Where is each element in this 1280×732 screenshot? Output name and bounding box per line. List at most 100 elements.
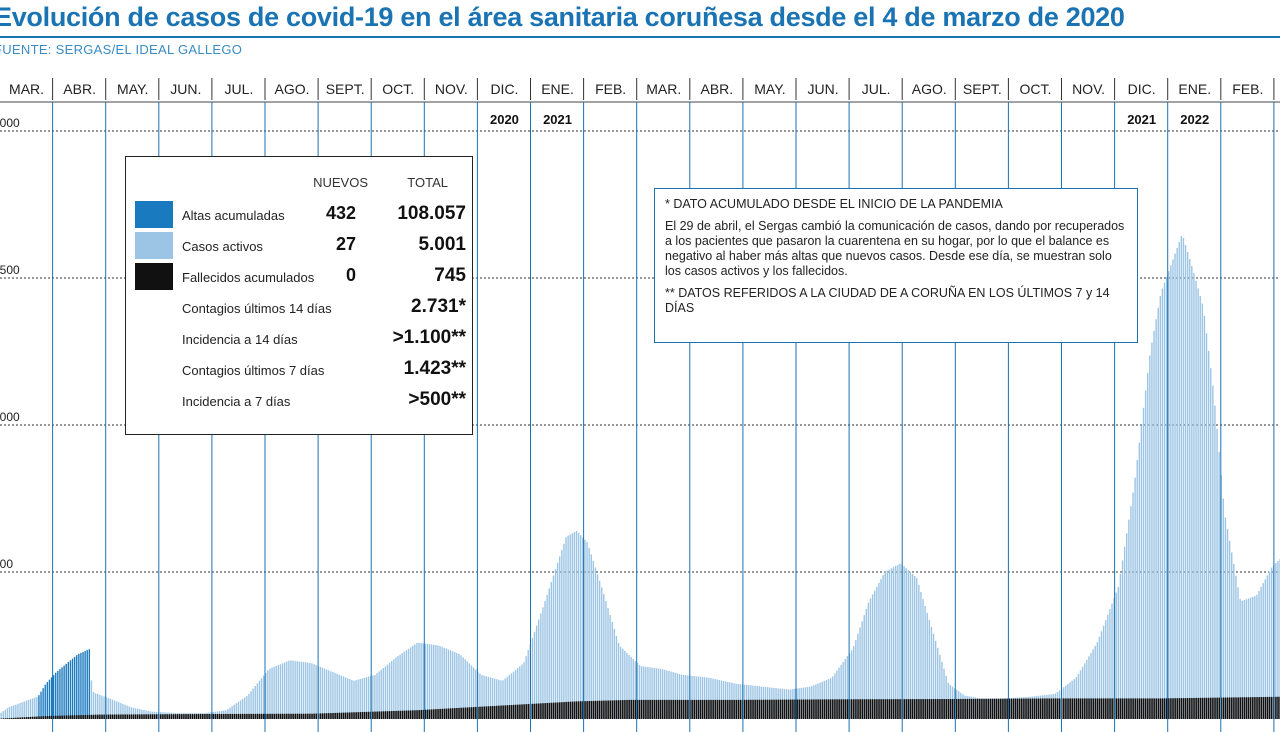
bar-activos xyxy=(1163,282,1166,719)
bar-fallecidos xyxy=(31,716,34,719)
bar-activos xyxy=(514,669,517,719)
bar-activos xyxy=(397,656,399,719)
bar-fallecidos xyxy=(943,699,945,719)
bar-activos xyxy=(638,665,641,719)
bar-fallecidos xyxy=(1268,696,1271,719)
bar-fallecidos xyxy=(832,699,834,719)
bar-activos xyxy=(941,661,943,719)
bar-fallecidos xyxy=(979,698,981,719)
bar-fallecidos xyxy=(462,707,465,719)
bar-fallecidos xyxy=(1186,698,1189,719)
bar-fallecidos xyxy=(563,702,565,719)
bar-activos xyxy=(668,670,670,719)
bar-activos xyxy=(437,645,439,719)
year-label: 2021 xyxy=(1127,112,1156,127)
bar-activos xyxy=(374,674,376,719)
bar-fallecidos xyxy=(638,699,641,719)
bar-fallecidos xyxy=(475,706,477,719)
bar-fallecidos xyxy=(286,713,288,719)
bar-fallecidos xyxy=(94,714,97,719)
bar-fallecidos xyxy=(40,716,42,719)
bar-fallecidos xyxy=(848,699,851,719)
bar-activos xyxy=(1161,288,1164,719)
bar-fallecidos xyxy=(235,713,238,719)
bar-activos xyxy=(273,666,275,719)
bar-fallecidos xyxy=(1092,698,1095,719)
bar-fallecidos xyxy=(960,698,962,719)
legend-header-new: NUEVOS xyxy=(313,175,368,190)
bar-activos xyxy=(454,652,456,719)
bar-fallecidos xyxy=(1176,698,1179,719)
bar-activos xyxy=(445,648,448,719)
bar-fallecidos xyxy=(504,705,507,719)
bar-fallecidos xyxy=(227,713,229,719)
legend-total-value: 1.423** xyxy=(403,358,466,379)
bar-fallecidos xyxy=(842,699,845,719)
bar-fallecidos xyxy=(443,708,446,719)
bar-activos xyxy=(1266,575,1269,719)
bar-fallecidos xyxy=(46,716,49,719)
bar-fallecidos xyxy=(573,701,576,719)
bar-fallecidos xyxy=(913,699,916,719)
bar-fallecidos xyxy=(806,699,809,719)
notes-box: * DATO ACUMULADO DESDE EL INICIO DE LA P… xyxy=(654,188,1138,343)
bar-fallecidos xyxy=(949,698,952,719)
bar-fallecidos xyxy=(48,715,51,719)
bar-activos xyxy=(2,711,4,719)
bar-fallecidos xyxy=(1222,697,1225,719)
bar-activos xyxy=(1111,603,1113,719)
bar-activos xyxy=(878,582,880,719)
bar-activos xyxy=(1262,583,1264,719)
bar-fallecidos xyxy=(556,702,559,719)
bar-fallecidos xyxy=(113,714,116,719)
bar-activos xyxy=(611,621,613,719)
month-label: ABR. xyxy=(63,81,96,97)
bar-activos xyxy=(876,586,878,719)
bar-activos xyxy=(1119,573,1122,719)
bar-fallecidos xyxy=(10,717,13,719)
bar-activos xyxy=(430,644,433,719)
bar-activos xyxy=(504,678,506,719)
bar-fallecidos xyxy=(136,714,139,719)
legend-total-value: 745 xyxy=(434,265,466,286)
bar-activos xyxy=(540,613,542,719)
bar-fallecidos xyxy=(622,700,624,719)
bar-activos xyxy=(1218,452,1220,719)
bar-fallecidos xyxy=(23,717,26,719)
bar-activos xyxy=(1094,645,1096,719)
bar-activos xyxy=(351,679,353,719)
bar-fallecidos xyxy=(970,698,973,719)
bar-fallecidos xyxy=(349,712,351,719)
bar-activos xyxy=(244,697,246,719)
bar-activos xyxy=(657,668,660,719)
bar-fallecidos xyxy=(115,714,118,719)
bar-fallecidos xyxy=(834,699,836,719)
bar-fallecidos xyxy=(1094,698,1097,719)
bar-fallecidos xyxy=(25,717,28,719)
bar-fallecidos xyxy=(342,712,345,719)
bar-fallecidos xyxy=(414,710,416,719)
bar-activos xyxy=(1081,666,1084,719)
bar-activos xyxy=(672,672,674,719)
bar-fallecidos xyxy=(1262,697,1265,719)
bar-activos xyxy=(52,675,55,719)
bar-fallecidos xyxy=(485,706,488,719)
bar-activos xyxy=(706,677,708,719)
bar-fallecidos xyxy=(468,707,471,719)
bar-fallecidos xyxy=(309,713,311,719)
bar-fallecidos xyxy=(1195,697,1197,719)
bar-fallecidos xyxy=(202,714,204,719)
bar-fallecidos xyxy=(580,701,582,719)
bar-activos xyxy=(937,647,939,719)
bar-fallecidos xyxy=(244,713,246,719)
bar-fallecidos xyxy=(989,698,992,719)
month-label: JUL. xyxy=(225,81,254,97)
bar-fallecidos xyxy=(323,713,326,719)
bar-activos xyxy=(1098,636,1101,719)
bar-fallecidos xyxy=(130,714,133,719)
bar-fallecidos xyxy=(470,707,473,719)
bar-fallecidos xyxy=(197,714,200,719)
bar-fallecidos xyxy=(288,713,290,719)
bar-fallecidos xyxy=(1277,696,1279,719)
bar-activos xyxy=(613,628,616,719)
